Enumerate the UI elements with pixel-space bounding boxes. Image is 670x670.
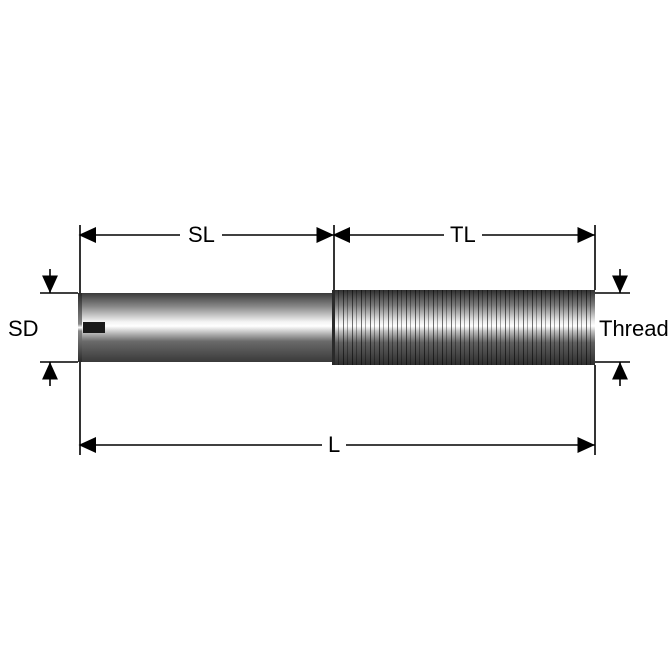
screw-left-face <box>78 293 82 362</box>
label-l: L <box>328 432 340 458</box>
drive-slot <box>83 322 105 333</box>
diagram-canvas: SD SL TL Thread L <box>0 0 670 670</box>
label-tl: TL <box>450 222 476 248</box>
label-sl: SL <box>188 222 215 248</box>
label-thread: Thread <box>599 316 669 342</box>
screw-shank <box>80 293 334 362</box>
screw-thread <box>334 290 595 365</box>
label-sd: SD <box>8 316 39 342</box>
thread-start-edge <box>332 290 335 365</box>
